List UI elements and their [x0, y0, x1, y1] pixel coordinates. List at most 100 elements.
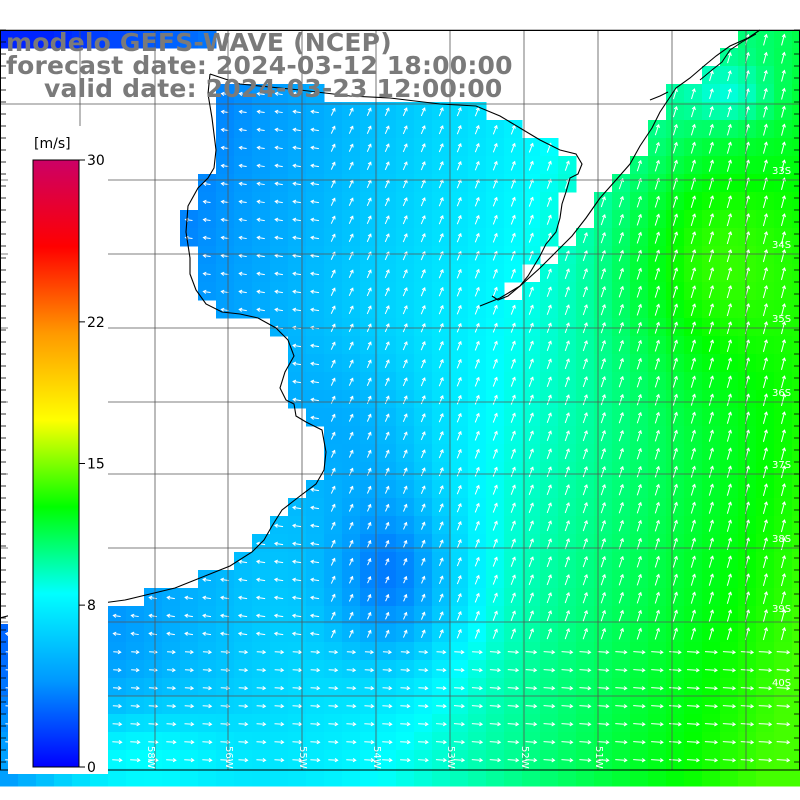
wind-arrow: [420, 233, 426, 243]
wind-arrow: [292, 109, 301, 114]
wind-arrow: [202, 667, 213, 673]
wind-arrow: [310, 127, 319, 132]
wind-arrow: [420, 269, 426, 279]
wind-arrow: [546, 448, 552, 460]
wind-arrow: [256, 199, 265, 204]
wind-arrow: [220, 163, 229, 168]
valid-date: valid date: 2024-03-23 12:00:00: [44, 74, 503, 103]
wind-arrow: [256, 703, 267, 709]
wind-arrow: [384, 485, 390, 494]
wind-arrow: [564, 394, 570, 406]
wind-arrow: [367, 539, 372, 548]
wind-arrow: [202, 595, 212, 600]
wind-arrow: [256, 235, 265, 240]
wind-arrow: [780, 213, 787, 227]
wind-arrow: [238, 685, 249, 691]
wind-arrow: [474, 286, 480, 297]
wind-arrow: [507, 758, 520, 763]
wind-arrow: [636, 303, 643, 316]
wind-arrow: [348, 233, 354, 242]
wind-arrow: [564, 160, 570, 171]
wind-arrow: [420, 485, 426, 495]
wind-arrow: [330, 449, 336, 458]
wind-arrow: [492, 538, 498, 549]
wind-arrow: [237, 595, 248, 600]
wind-arrow: [510, 304, 516, 315]
wind-arrow: [762, 483, 769, 496]
wind-arrow: [489, 722, 502, 727]
wind-arrow: [780, 393, 786, 407]
wind-arrow: [546, 304, 552, 315]
wind-arrow: [238, 758, 249, 763]
wind-arrow: [564, 520, 570, 532]
wind-arrow: [402, 125, 408, 135]
wind-arrow: [546, 538, 552, 550]
wind-arrow: [615, 722, 628, 727]
wind-arrow: [130, 721, 141, 727]
wind-arrow: [310, 109, 319, 114]
wind-arrow: [385, 575, 390, 584]
wind-arrow: [510, 142, 516, 153]
wind-arrow: [184, 595, 193, 600]
wind-arrow: [438, 593, 444, 603]
wind-arrow: [456, 412, 462, 423]
wind-arrow: [690, 447, 697, 460]
wind-arrow: [489, 650, 502, 655]
wind-arrow: [273, 541, 284, 546]
wind-arrow: [543, 668, 556, 673]
wind-arrow: [184, 631, 194, 636]
wind-arrow: [687, 650, 700, 655]
wind-arrow: [633, 650, 646, 655]
wind-arrow: [273, 631, 284, 636]
wind-arrow: [726, 339, 733, 352]
wind-arrow: [672, 141, 678, 154]
wind-arrow: [348, 269, 354, 279]
wind-arrow: [763, 51, 768, 64]
wind-arrow: [510, 250, 516, 261]
wind-arrow: [492, 304, 498, 315]
wind-arrow: [708, 393, 715, 406]
wind-arrow: [402, 413, 408, 423]
wind-arrow: [582, 250, 588, 262]
wind-arrow: [708, 501, 715, 514]
wind-arrow: [636, 519, 643, 532]
wind-arrow: [561, 722, 574, 727]
wind-arrow: [726, 609, 733, 622]
wind-arrow: [273, 613, 284, 618]
wind-arrow: [726, 357, 733, 370]
wind-arrow: [510, 628, 516, 640]
wind-arrow: [615, 668, 628, 673]
wind-arrow: [525, 722, 538, 727]
wind-arrow: [561, 668, 574, 673]
lat-label: 37S: [772, 460, 791, 471]
wind-arrow: [256, 667, 267, 673]
wind-arrow: [709, 88, 714, 100]
wind-arrow: [402, 377, 408, 387]
wind-arrow: [618, 555, 625, 568]
wind-arrow: [402, 431, 408, 441]
wind-arrow: [672, 465, 679, 478]
wind-arrow: [330, 521, 336, 530]
wind-arrow: [184, 758, 195, 763]
wind-arrow: [615, 704, 628, 709]
wind-arrow: [328, 758, 339, 763]
wind-arrow: [238, 145, 247, 150]
wind-arrow: [453, 704, 465, 709]
wind-arrow: [654, 357, 661, 370]
wind-arrow: [310, 397, 319, 402]
wind-arrow: [474, 214, 480, 225]
wind-arrow: [310, 649, 321, 655]
wind-arrow: [474, 484, 480, 495]
wind-arrow: [704, 686, 718, 691]
wind-arrow: [528, 358, 534, 369]
wind-arrow: [474, 430, 480, 441]
lat-label: 36S: [772, 388, 791, 399]
wind-arrow: [384, 431, 390, 440]
wind-arrow: [763, 33, 768, 46]
wind-arrow: [492, 196, 498, 207]
wind-arrow: [618, 195, 624, 208]
wind-arrow: [474, 232, 480, 243]
wind-arrow: [148, 758, 159, 763]
wind-arrow: [184, 721, 195, 727]
wind-arrow: [618, 303, 625, 316]
